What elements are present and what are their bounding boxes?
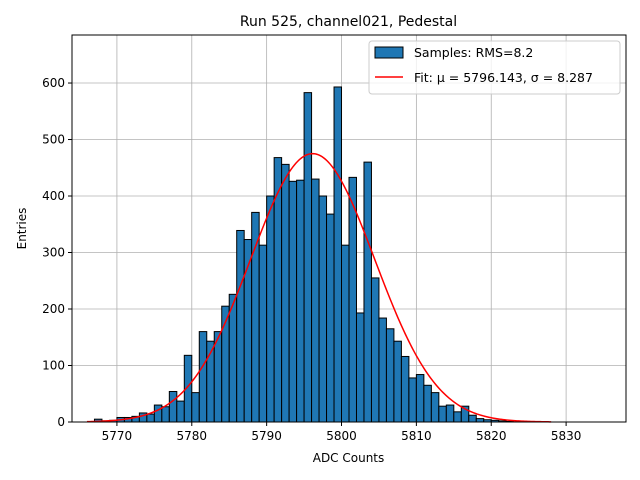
legend: Samples: RMS=8.2 Fit: μ = 5796.143, σ = … [368, 40, 621, 95]
x-tick-label: 5770 [102, 429, 133, 443]
histogram-bar [311, 178, 320, 423]
y-axis-ticks: 0 100 200 300 400 500 600 [42, 76, 72, 429]
plot-frame [71, 34, 627, 423]
histogram-bar [146, 413, 155, 423]
y-tick-label: 400 [42, 189, 65, 203]
chart-title: Run 525, channel021, Pedestal [240, 14, 457, 30]
legend-histogram-label: Samples: RMS=8.2 [414, 45, 533, 60]
histogram-bar [385, 328, 395, 423]
histogram-bar [408, 377, 417, 423]
y-axis-label: Entries [15, 208, 29, 250]
histogram-bar [438, 405, 447, 423]
histogram-bar [213, 331, 223, 423]
histogram-bar [161, 406, 170, 423]
histogram-bar [393, 340, 402, 423]
histogram-bar [445, 404, 455, 423]
histogram-bar [288, 180, 298, 423]
legend-histogram-swatch [374, 46, 404, 59]
y-tick-label: 100 [42, 359, 65, 373]
histogram-bar [415, 374, 425, 423]
gaussian-fit-line [86, 152, 552, 423]
histogram-bar [281, 163, 290, 423]
histogram-bar [191, 392, 200, 423]
histogram-bar [370, 277, 380, 423]
y-tick-label: 500 [42, 133, 65, 147]
histogram-bar [468, 414, 477, 423]
histogram-bar [296, 179, 305, 423]
y-tick-label: 600 [42, 76, 65, 90]
histogram-bar [348, 176, 357, 423]
x-tick-label: 5830 [551, 429, 582, 443]
histogram-bar [236, 229, 245, 423]
histogram-bar [153, 404, 163, 423]
histogram-bar [475, 418, 485, 423]
histogram-bar [326, 213, 335, 423]
x-tick-label: 5790 [251, 429, 282, 443]
x-axis-ticks: 5770 5780 5790 5800 5810 5820 5830 [102, 422, 582, 443]
histogram-bars [93, 86, 515, 423]
histogram-bar [400, 355, 410, 423]
x-tick-label: 5810 [401, 429, 432, 443]
histogram-bar [228, 293, 238, 423]
y-tick-label: 200 [42, 302, 65, 316]
histogram-bar [176, 400, 185, 423]
legend-fit-label: Fit: μ = 5796.143, σ = 8.287 [414, 70, 593, 85]
histogram-bar [303, 92, 313, 423]
histogram-bar [251, 211, 260, 423]
histogram-bar [378, 317, 387, 423]
y-tick-label: 0 [57, 415, 65, 429]
histogram-bar [258, 244, 268, 423]
histogram-bar [423, 384, 432, 423]
histogram-bar [341, 244, 350, 423]
histogram-bar [318, 195, 328, 423]
y-tick-label: 300 [42, 246, 65, 260]
histogram-bar [430, 392, 440, 423]
histogram-bar [266, 195, 275, 423]
histogram-bar [363, 161, 372, 423]
x-axis-label: ADC Counts [313, 451, 385, 465]
x-tick-label: 5780 [177, 429, 208, 443]
histogram-bar [333, 86, 343, 423]
histogram-bar [198, 331, 208, 423]
x-tick-label: 5800 [326, 429, 357, 443]
legend-box [368, 40, 621, 95]
histogram-bar [168, 390, 178, 423]
histogram-bar [355, 312, 365, 423]
histogram-bar [453, 411, 462, 423]
x-tick-label: 5820 [476, 429, 507, 443]
